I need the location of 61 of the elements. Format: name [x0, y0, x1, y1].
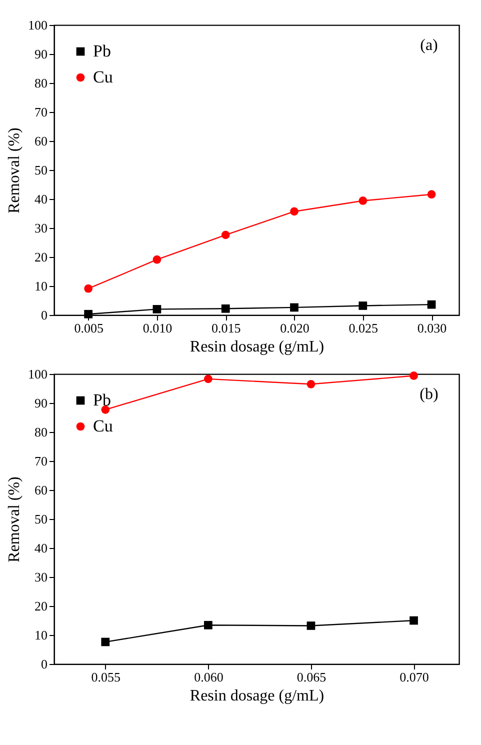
y-tick-label: 90: [34, 46, 48, 62]
y-tick-label: 50: [34, 512, 48, 526]
point: [358, 302, 368, 310]
legend-label: Pb: [93, 42, 111, 60]
point: [152, 255, 162, 264]
x-tick-label: 0.025: [348, 320, 378, 336]
point: [204, 374, 212, 384]
x-tick-label: 0.015: [211, 320, 241, 336]
point: [221, 304, 230, 313]
y-tick-label: 90: [34, 396, 48, 410]
x-tick-label: 0.020: [280, 320, 310, 336]
annotation: (a): [420, 37, 438, 54]
legend-label: Cu: [93, 68, 114, 86]
x-tick-label: 0.065: [296, 670, 326, 684]
annotation: (b): [420, 386, 438, 403]
y-tick-label: 80: [34, 424, 48, 440]
y-tick-label: 70: [34, 104, 48, 120]
x-axis-title: Resin dosage (g/mL): [190, 338, 324, 356]
y-tick-label: 20: [34, 250, 48, 264]
x-tick-label: 0.010: [142, 320, 172, 336]
point: [427, 190, 436, 199]
x-tick-label: 0.060: [194, 670, 224, 684]
point: [152, 305, 162, 314]
point: [84, 310, 93, 318]
x-tick-label: 0.055: [91, 670, 121, 684]
y-tick-label: 0: [41, 656, 48, 672]
legend-label: Pb: [93, 390, 111, 410]
y-tick-label: 60: [34, 134, 48, 148]
point: [358, 196, 368, 205]
y-tick-label: 30: [34, 570, 48, 584]
point: [410, 616, 418, 625]
y-tick-label: 30: [34, 220, 48, 236]
y-axis-title: Removal (%): [6, 476, 23, 562]
point: [410, 372, 418, 380]
y-tick-label: 100: [28, 18, 48, 32]
x-axis-title: Resin dosage (g/mL): [190, 688, 324, 704]
x-tick-label: 0.030: [417, 320, 447, 336]
point: [427, 300, 436, 309]
x-tick-label: 0.070: [400, 670, 429, 684]
y-tick-label: 10: [34, 278, 48, 294]
y-tick-label: 40: [34, 540, 48, 556]
y-tick-label: 60: [34, 482, 48, 498]
point: [221, 230, 230, 240]
y-tick-label: 50: [34, 162, 48, 178]
y-tick-label: 40: [34, 192, 48, 206]
y-tick-label: 100: [28, 366, 48, 382]
legend-label: Cu: [93, 416, 114, 436]
point: [204, 620, 212, 630]
y-tick-label: 10: [34, 628, 48, 642]
point: [290, 303, 298, 312]
point: [101, 638, 110, 646]
y-tick-label: 70: [34, 454, 48, 468]
point: [306, 622, 316, 630]
point: [84, 284, 93, 293]
x-tick-label: 0.005: [74, 320, 104, 336]
point: [306, 380, 316, 388]
y-tick-label: 20: [34, 598, 48, 614]
y-tick-label: 80: [34, 76, 48, 90]
y-axis-title: Removal (%): [6, 128, 23, 214]
point: [290, 207, 298, 216]
y-tick-label: 0: [41, 308, 48, 322]
